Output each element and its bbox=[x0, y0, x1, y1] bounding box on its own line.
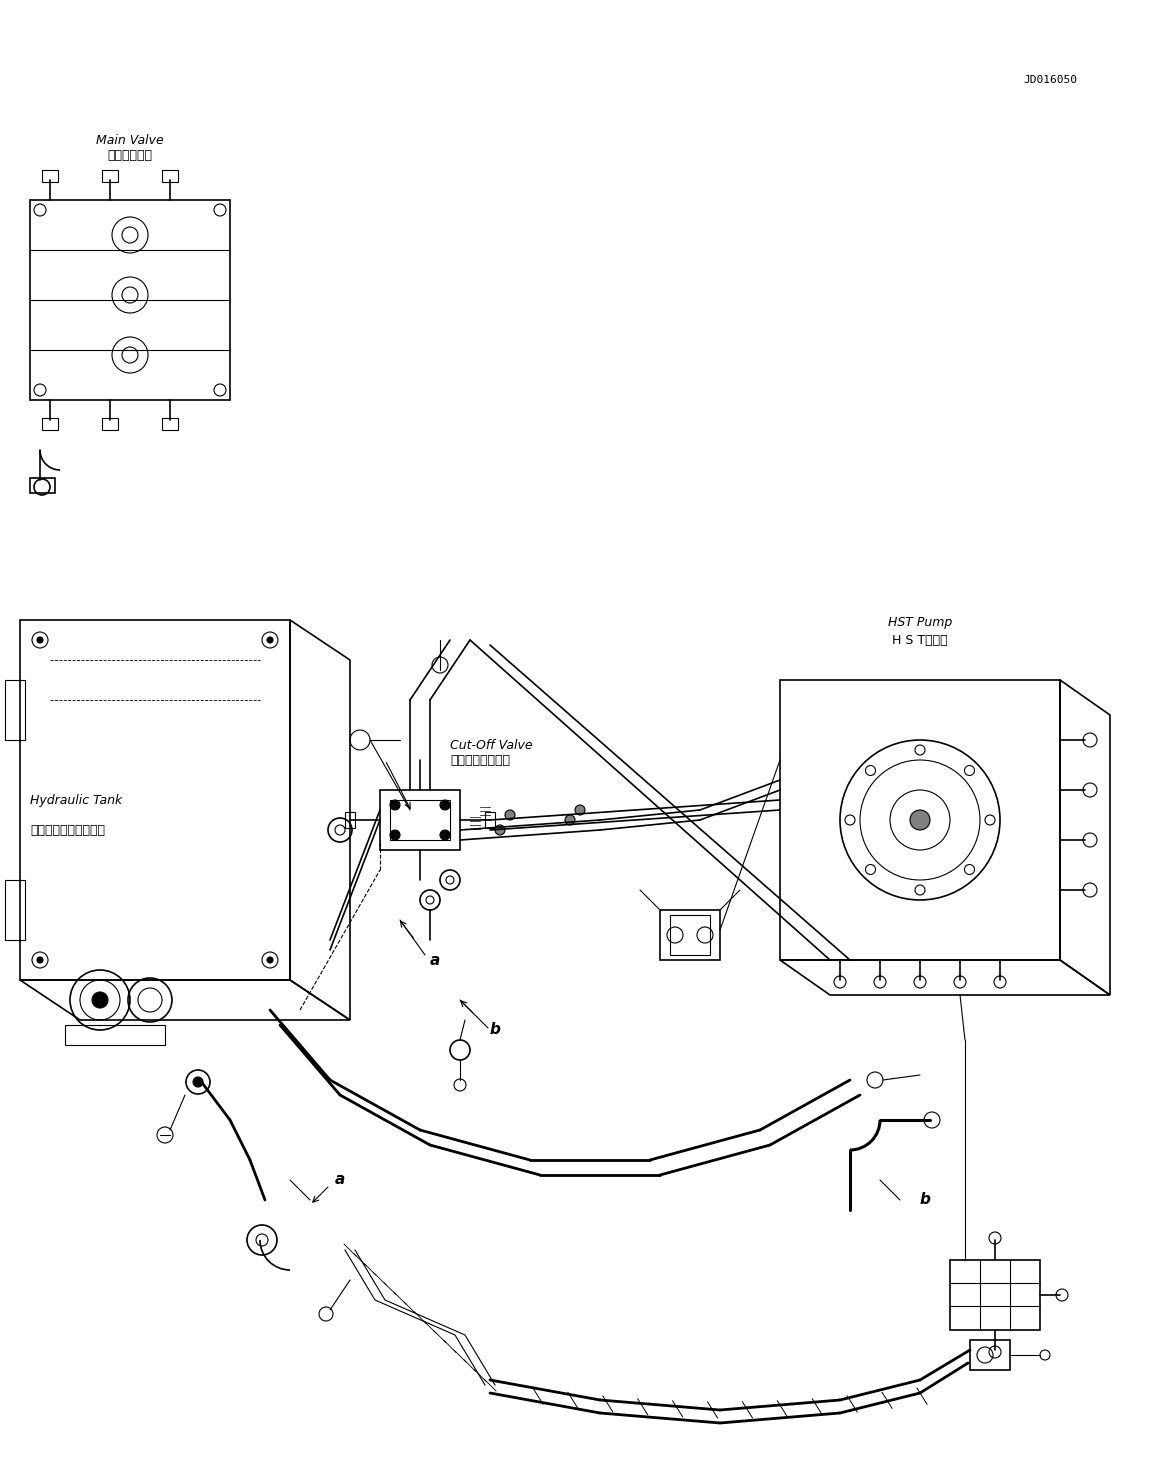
Bar bbox=[65, 1025, 165, 1045]
Text: H S Tポンプ: H S Tポンプ bbox=[892, 633, 948, 646]
Bar bbox=[101, 418, 118, 430]
Bar bbox=[670, 916, 710, 955]
Bar bbox=[380, 790, 460, 850]
Circle shape bbox=[565, 815, 575, 825]
Circle shape bbox=[92, 991, 108, 1007]
Bar bbox=[163, 171, 178, 182]
Bar bbox=[950, 1260, 1040, 1330]
Bar bbox=[30, 478, 55, 493]
Text: HST Pump: HST Pump bbox=[888, 615, 952, 628]
Circle shape bbox=[495, 825, 505, 835]
Circle shape bbox=[390, 830, 400, 840]
Bar bbox=[660, 910, 719, 959]
Circle shape bbox=[267, 956, 273, 962]
Circle shape bbox=[505, 811, 515, 819]
Text: JD016050: JD016050 bbox=[1023, 74, 1077, 85]
Text: Hydraulic Tank: Hydraulic Tank bbox=[30, 793, 122, 806]
Bar bbox=[390, 800, 450, 840]
Text: Main Valve: Main Valve bbox=[96, 134, 164, 146]
Bar bbox=[970, 1340, 1010, 1371]
Circle shape bbox=[575, 805, 585, 815]
Text: a: a bbox=[336, 1172, 345, 1187]
Circle shape bbox=[910, 811, 930, 830]
Circle shape bbox=[440, 830, 450, 840]
Text: ハイドロリックタンク: ハイドロリックタンク bbox=[30, 824, 105, 837]
Bar bbox=[5, 679, 25, 741]
Text: a: a bbox=[430, 952, 440, 968]
Circle shape bbox=[440, 800, 450, 811]
Text: b: b bbox=[490, 1022, 500, 1038]
Text: Cut-Off Valve: Cut-Off Valve bbox=[450, 739, 533, 751]
Bar bbox=[30, 200, 229, 399]
Bar bbox=[42, 171, 58, 182]
Bar bbox=[101, 171, 118, 182]
Circle shape bbox=[37, 637, 43, 643]
Bar bbox=[163, 418, 178, 430]
Text: カットオフバルブ: カットオフバルブ bbox=[450, 754, 510, 767]
Circle shape bbox=[37, 956, 43, 962]
Text: メインバルブ: メインバルブ bbox=[107, 149, 152, 162]
Bar bbox=[779, 679, 1060, 959]
Text: b: b bbox=[920, 1193, 930, 1207]
Bar bbox=[345, 812, 355, 828]
Bar bbox=[485, 812, 495, 828]
Bar bbox=[5, 881, 25, 940]
Bar bbox=[20, 620, 291, 980]
Circle shape bbox=[390, 800, 400, 811]
Bar bbox=[42, 418, 58, 430]
Circle shape bbox=[267, 637, 273, 643]
Circle shape bbox=[193, 1077, 203, 1088]
